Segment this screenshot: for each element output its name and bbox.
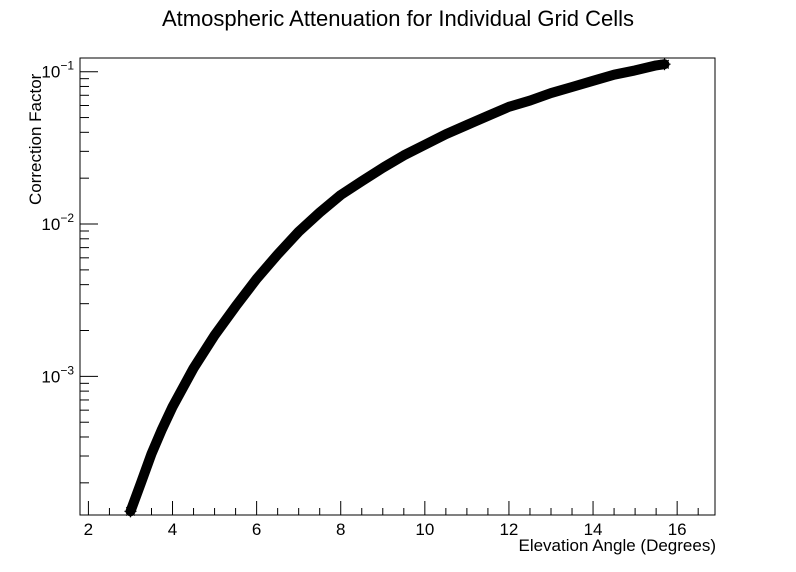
y-tick-label: 10−1 (41, 59, 74, 82)
x-axis-ticks: 2 4 6 8 10 12 14 16 (84, 501, 699, 539)
x-tick-label: 8 (336, 520, 345, 539)
plot-frame (79, 57, 716, 516)
x-tick-label: 10 (415, 520, 434, 539)
y-tick-label: 10−3 (41, 363, 74, 386)
data-point (658, 58, 671, 71)
x-tick-label: 16 (668, 520, 687, 539)
x-tick-label: 12 (499, 520, 518, 539)
chart-title: Atmospheric Attenuation for Individual G… (161, 6, 634, 31)
y-tick-label: 10−2 (41, 211, 74, 234)
data-point (124, 505, 137, 518)
x-tick-label: 6 (252, 520, 261, 539)
data-markers (124, 58, 671, 518)
x-tick-label: 14 (584, 520, 603, 539)
x-axis-label: Elevation Angle (Degrees) (518, 536, 716, 555)
data-band (125, 59, 670, 517)
x-tick-label: 4 (168, 520, 177, 539)
y-axis-label: Correction Factor (26, 73, 45, 205)
x-tick-label: 2 (84, 520, 93, 539)
y-axis-ticks: 10−3 10−2 10−1 (41, 59, 98, 484)
